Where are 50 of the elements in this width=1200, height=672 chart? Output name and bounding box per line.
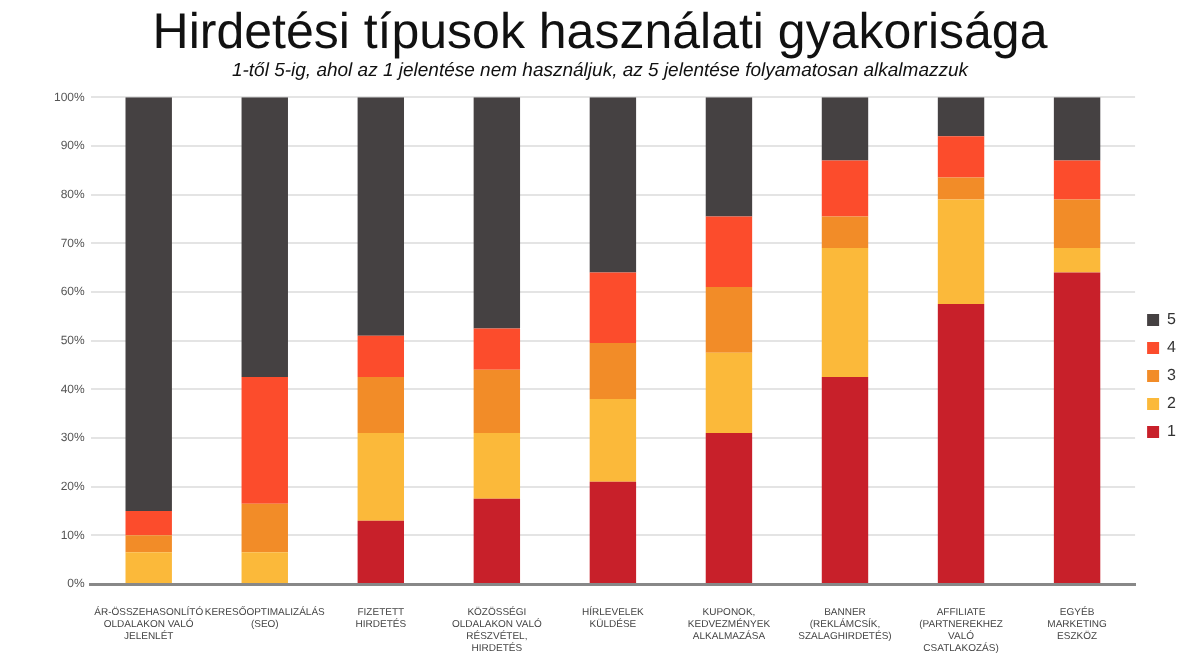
bar — [473, 433, 521, 499]
bar — [937, 177, 985, 200]
bar — [589, 97, 637, 273]
bar — [125, 535, 172, 553]
bar — [589, 399, 637, 482]
bar — [125, 510, 172, 536]
bar — [1053, 199, 1101, 249]
bar — [357, 335, 405, 378]
bar — [821, 248, 869, 378]
bar — [705, 433, 753, 583]
legend-label: 1 — [1167, 422, 1178, 441]
chart-title: Hirdetési típusok használati gyakorisága — [150, 4, 1050, 60]
bar — [821, 216, 869, 249]
bar — [1053, 248, 1101, 273]
bar — [705, 97, 753, 217]
bar — [241, 503, 288, 553]
bar — [473, 498, 521, 583]
bar — [473, 369, 521, 434]
bar — [937, 136, 985, 178]
legend-label: 3 — [1167, 366, 1178, 385]
bar — [589, 272, 637, 344]
bar — [241, 552, 288, 583]
bar — [821, 97, 869, 161]
bar — [473, 328, 521, 370]
bar — [241, 97, 288, 378]
bar — [937, 304, 985, 583]
bar — [705, 287, 753, 353]
bar — [125, 552, 172, 583]
bar — [357, 97, 405, 336]
legend-label: 4 — [1167, 338, 1178, 357]
bar — [1053, 272, 1101, 583]
bar — [473, 97, 521, 329]
bar — [937, 199, 985, 305]
legend-label: 5 — [1167, 310, 1178, 329]
bar — [1053, 160, 1101, 200]
bar — [705, 352, 753, 434]
bar — [589, 343, 637, 400]
bar — [125, 97, 172, 511]
bar — [357, 433, 405, 521]
bar — [1053, 97, 1101, 161]
bar — [241, 377, 288, 504]
bar — [357, 520, 405, 583]
bar — [705, 216, 753, 288]
bar — [821, 377, 869, 583]
bar — [357, 377, 405, 434]
legend-label: 2 — [1167, 394, 1178, 413]
chart-subtitle: 1-től 5-ig, ahol az 1 jelentése nem használjuk, az 5 jelentése folyamatosan alkalmazzuk — [229, 60, 971, 84]
bar — [937, 97, 985, 137]
bar — [589, 481, 637, 583]
bar — [821, 160, 869, 217]
